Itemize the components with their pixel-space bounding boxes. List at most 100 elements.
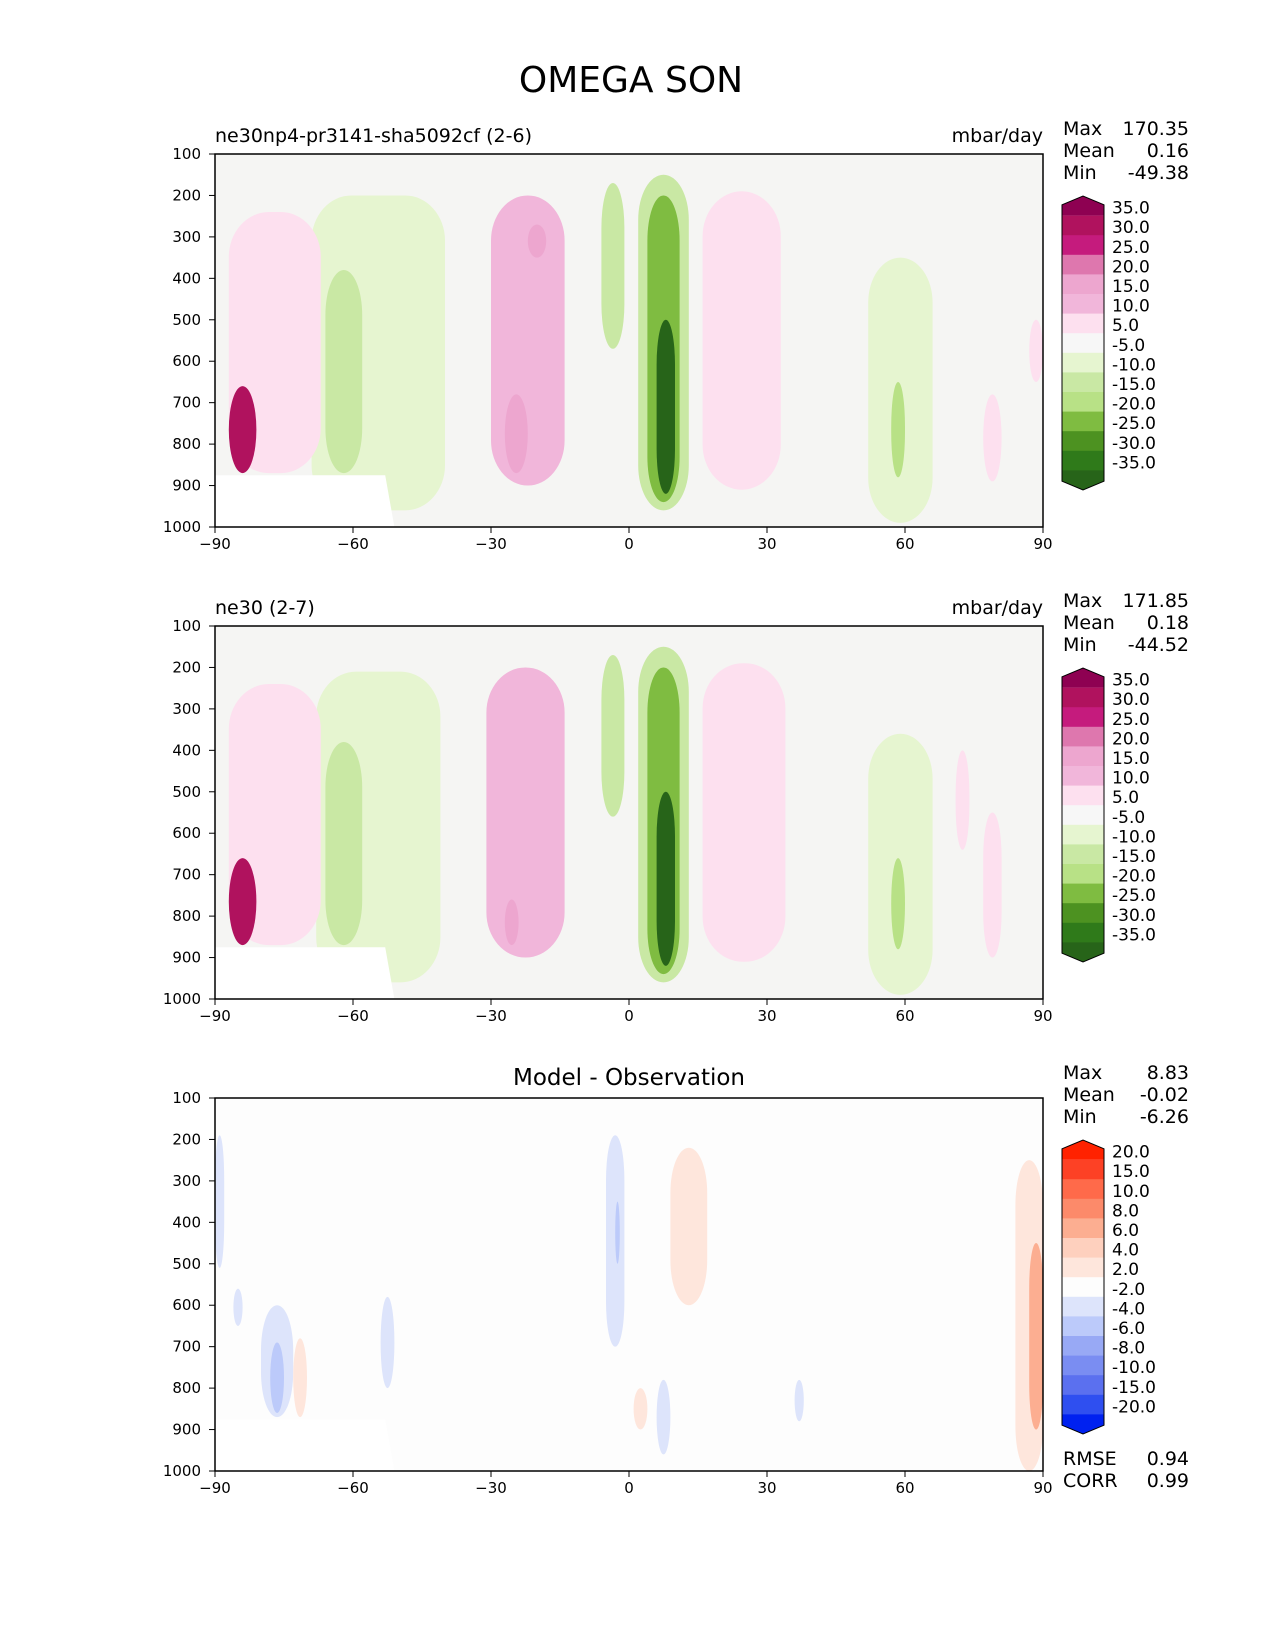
x-tick-label: 30	[757, 535, 776, 553]
colorbar-label: -15.0	[1112, 847, 1156, 867]
colorbar-label: 25.0	[1112, 710, 1150, 730]
contour-region	[955, 750, 970, 850]
contour-region	[794, 1379, 804, 1422]
y-tick-label: 100	[172, 1089, 201, 1107]
y-tick-label: 200	[172, 658, 201, 676]
contour-region	[1029, 1243, 1043, 1430]
stat-label: Min	[1063, 1106, 1097, 1128]
stat-label: Max	[1063, 118, 1102, 140]
x-tick-label: 0	[624, 1479, 634, 1497]
x-tick-label: −90	[199, 535, 231, 553]
colorbar-outline	[1061, 667, 1105, 963]
stat-value: -0.02	[1140, 1084, 1189, 1106]
contour-region	[325, 270, 363, 474]
y-tick-label: 800	[172, 1379, 201, 1397]
colorbar-label: 35.0	[1112, 199, 1150, 219]
y-tick-label: 300	[172, 228, 201, 246]
y-tick-label: 400	[172, 1213, 201, 1231]
colorbar-label: -20.0	[1112, 1397, 1156, 1417]
colorbar-label: 10.0	[1112, 769, 1150, 789]
x-tick-label: 60	[895, 535, 914, 553]
colorbar-label: -20.0	[1112, 395, 1156, 415]
y-tick-label: 300	[172, 700, 201, 718]
contour-region	[891, 858, 905, 950]
colorbar-label: -8.0	[1112, 1339, 1145, 1359]
colorbar-cap-bottom	[1062, 470, 1104, 490]
y-tick-label: 1000	[163, 1462, 201, 1480]
colorbar-label: 20.0	[1112, 729, 1150, 749]
contour-region	[983, 394, 1002, 482]
x-tick-label: −30	[475, 535, 507, 553]
colorbar-swatch	[1062, 726, 1104, 747]
colorbar-label: 30.0	[1112, 690, 1150, 710]
colorbar-label: -2.0	[1112, 1280, 1145, 1300]
y-tick-label: 500	[172, 311, 201, 329]
colorbar-label: 15.0	[1112, 277, 1150, 297]
colorbar-label: -5.0	[1112, 336, 1145, 356]
y-tick-label: 700	[172, 866, 201, 884]
x-tick-label: −30	[475, 1007, 507, 1025]
colorbar-cap-bottom	[1062, 942, 1104, 962]
colorbar-label: 2.0	[1112, 1260, 1139, 1280]
y-tick-label: 400	[172, 741, 201, 759]
colorbar-label: 6.0	[1112, 1221, 1139, 1241]
contour-region	[270, 1342, 284, 1413]
stat-value: -6.26	[1140, 1106, 1189, 1128]
stat-value: 8.83	[1147, 1062, 1189, 1084]
colorbar-swatch	[1062, 372, 1104, 393]
terrain-mask	[215, 947, 395, 999]
colorbar-swatch	[1062, 1198, 1104, 1219]
colorbar-swatch	[1062, 1316, 1104, 1337]
x-tick-label: 90	[1033, 1479, 1052, 1497]
terrain-mask	[215, 1419, 395, 1471]
contour-region	[293, 1338, 307, 1418]
panels: −90 −60 −30 0 30 60 90100200300400500600700800…	[163, 118, 1189, 1497]
contour-region	[504, 899, 519, 946]
colorbar-label: -25.0	[1112, 414, 1156, 434]
colorbar-label: -20.0	[1112, 867, 1156, 887]
stat-label: CORR	[1063, 1470, 1118, 1492]
colorbar-outline	[1061, 195, 1105, 491]
y-tick-label: 600	[172, 824, 201, 842]
colorbar-label: -6.0	[1112, 1319, 1145, 1339]
colorbar-swatch	[1062, 844, 1104, 865]
colorbar-swatch	[1062, 274, 1104, 295]
y-tick-label: 200	[172, 1130, 201, 1148]
y-tick-label: 800	[172, 435, 201, 453]
contour-region	[983, 812, 1002, 958]
contour-region	[1029, 319, 1043, 382]
stat-value: -44.52	[1128, 634, 1189, 656]
colorbar-label: -35.0	[1112, 925, 1156, 945]
contour-field	[215, 646, 1002, 999]
colorbar-swatch	[1062, 352, 1104, 373]
colorbar-swatch	[1062, 1218, 1104, 1239]
x-tick-label: 0	[624, 1007, 634, 1025]
stat-label: RMSE	[1063, 1448, 1117, 1470]
stat-label: Mean	[1063, 140, 1115, 162]
contour-region	[527, 224, 547, 258]
colorbar-cap-bottom	[1062, 1414, 1104, 1434]
contour-field	[215, 174, 1043, 527]
contour-region	[233, 1288, 243, 1326]
contour-region	[656, 319, 675, 494]
x-tick-label: 60	[895, 1007, 914, 1025]
y-tick-label: 100	[172, 145, 201, 163]
contour-region	[380, 1296, 395, 1389]
colorbar-swatch	[1062, 215, 1104, 236]
colorbar-swatch	[1062, 1159, 1104, 1180]
colorbar-label: 10.0	[1112, 297, 1150, 317]
colorbar-label: -30.0	[1112, 434, 1156, 454]
colorbar-swatch	[1062, 431, 1104, 452]
contour-region	[702, 191, 781, 490]
y-tick-label: 300	[172, 1172, 201, 1190]
colorbar-swatch	[1062, 313, 1104, 334]
contour-region	[656, 1379, 671, 1455]
x-tick-label: −60	[337, 1479, 369, 1497]
contour-region	[486, 667, 565, 958]
y-tick-label: 800	[172, 907, 201, 925]
colorbar-label: -10.0	[1112, 827, 1156, 847]
colorbar-label: 15.0	[1112, 749, 1150, 769]
colorbar-label: 15.0	[1112, 1162, 1150, 1182]
colorbar-label: -5.0	[1112, 808, 1145, 828]
colorbar-label: 30.0	[1112, 218, 1150, 238]
